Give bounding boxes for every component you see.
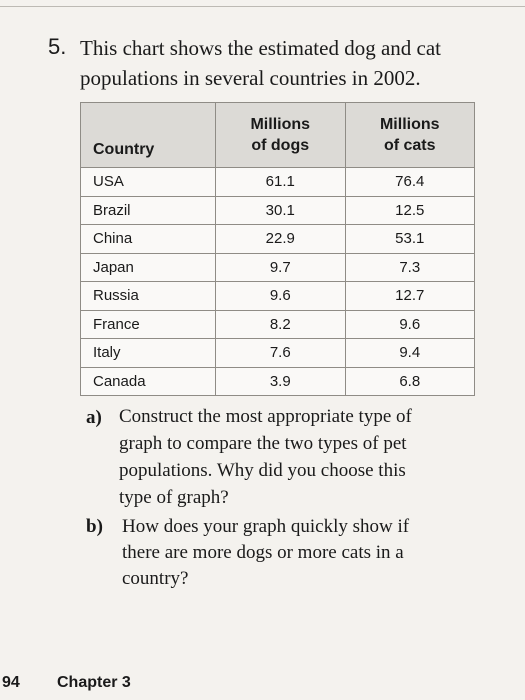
cell-country: Italy <box>80 338 216 368</box>
cell-dogs: 8.2 <box>215 309 346 339</box>
cell-dogs: 9.6 <box>215 281 346 311</box>
part-b-line: country? <box>122 568 189 589</box>
cell-cats: 76.4 <box>344 167 475 197</box>
table-row: China 22.9 53.1 <box>80 224 475 254</box>
header-cats-line1: Millions <box>379 116 440 133</box>
table-row: USA 61.1 76.4 <box>80 167 475 197</box>
cell-cats: 6.8 <box>344 366 475 396</box>
table-row: Japan 9.7 7.3 <box>80 252 475 282</box>
cell-country: USA <box>80 167 216 197</box>
question-number: 5. <box>48 34 67 59</box>
cell-cats: 12.7 <box>344 281 475 311</box>
cell-cats: 7.3 <box>344 252 475 282</box>
cell-country: Canada <box>80 366 216 396</box>
cell-dogs: 9.7 <box>215 252 346 282</box>
cell-dogs: 30.1 <box>215 195 346 225</box>
cell-cats: 12.5 <box>344 195 475 225</box>
table-row: Russia 9.6 12.7 <box>80 281 475 311</box>
part-a-line: type of graph? <box>119 487 229 508</box>
cell-country: Russia <box>80 281 216 311</box>
cell-dogs: 7.6 <box>215 338 346 368</box>
pet-population-table: Country Millions of dogs Millions of cat… <box>80 102 475 396</box>
part-a-line: graph to compare the two types of pet <box>119 433 407 454</box>
cell-dogs: 3.9 <box>215 366 346 396</box>
part-b-line: there are more dogs or more cats in a <box>122 542 404 563</box>
table-header-row: Country Millions of dogs Millions of cat… <box>80 102 475 168</box>
part-a-letter: a) <box>86 407 102 428</box>
header-dogs: Millions of dogs <box>215 102 346 168</box>
part-a-line: populations. Why did you choose this <box>119 460 406 481</box>
part-b-letter: b) <box>86 516 103 537</box>
table-row: Canada 3.9 6.8 <box>80 366 475 396</box>
cell-country: China <box>80 224 216 254</box>
cell-dogs: 22.9 <box>215 224 346 254</box>
chapter-label: Chapter 3 <box>57 674 131 691</box>
cell-cats: 53.1 <box>344 224 475 254</box>
header-cats: Millions of cats <box>344 102 475 168</box>
table-row: Brazil 30.1 12.5 <box>80 195 475 225</box>
header-dogs-line1: Millions <box>250 116 311 133</box>
cell-country: Japan <box>80 252 216 282</box>
header-dogs-line2: of dogs <box>251 137 310 154</box>
table-row: France 8.2 9.6 <box>80 309 475 339</box>
top-rule <box>0 6 525 7</box>
cell-country: Brazil <box>80 195 216 225</box>
page-number: 94 <box>2 674 20 691</box>
cell-cats: 9.4 <box>344 338 475 368</box>
cell-dogs: 61.1 <box>215 167 346 197</box>
question-text: This chart shows the estimated dog and c… <box>80 36 441 90</box>
part-b-line: How does your graph quickly show if <box>122 516 410 537</box>
cell-cats: 9.6 <box>344 309 475 339</box>
header-cats-line2: of cats <box>383 137 436 154</box>
part-a-line: Construct the most appropriate type of <box>119 406 412 427</box>
table-row: Italy 7.6 9.4 <box>80 338 475 368</box>
header-country: Country <box>80 102 216 168</box>
cell-country: France <box>80 309 216 339</box>
